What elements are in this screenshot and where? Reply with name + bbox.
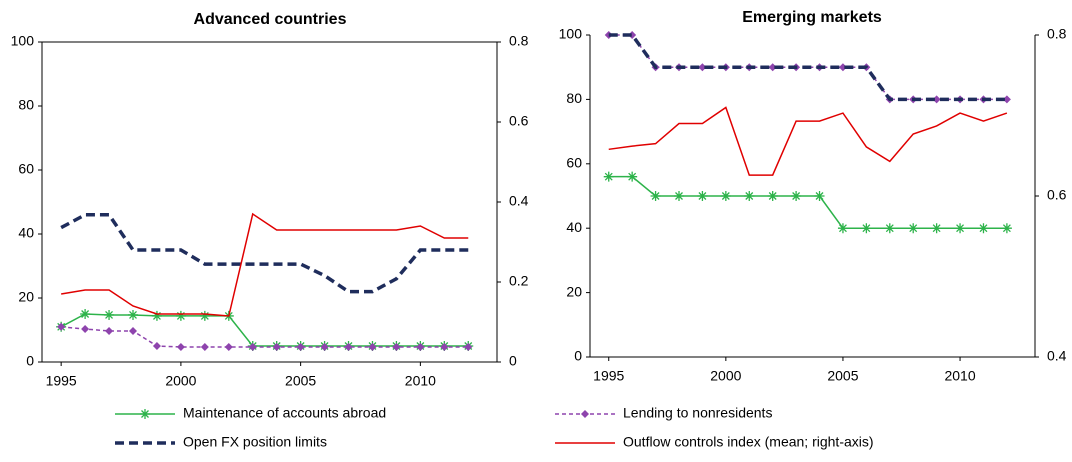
marker [272,342,281,351]
series-line [608,33,1007,102]
y2-tick-label: 0.2 [509,273,529,289]
series-line [61,212,469,317]
marker [104,309,115,320]
legend-marker [581,410,589,418]
marker [720,191,731,201]
series-line [61,326,469,348]
marker [931,223,942,234]
y2-tick-label: 0 [509,353,517,369]
marker [248,342,257,351]
marker [837,223,848,234]
marker [368,342,377,351]
marker [152,342,161,350]
marker [129,326,137,335]
y-tick-label: 100 [559,26,583,42]
marker [674,191,684,201]
x-tick-label: 1995 [593,368,624,384]
legend-label: Lending to nonresidents [623,405,772,421]
marker [955,223,966,234]
y-tick-label: 80 [18,97,34,113]
marker [627,171,638,182]
marker [224,342,233,351]
y-tick-label: 0 [574,348,582,364]
y-tick-label: 100 [11,33,35,49]
marker [838,63,847,72]
marker [320,342,329,351]
y-tick-label: 20 [18,289,34,305]
marker [296,342,305,351]
y2-tick-label: 0.4 [509,193,529,209]
marker [932,95,941,104]
x-tick-label: 2005 [827,368,858,384]
y2-tick-label: 0.6 [509,113,529,129]
marker [1002,95,1011,104]
marker [791,191,802,201]
y-tick-label: 20 [566,283,582,299]
legend-marker [140,409,150,419]
y-tick-label: 80 [566,90,582,106]
marker [603,171,614,182]
y-tick-label: 60 [18,161,34,177]
marker [200,342,209,351]
y2-tick-label: 0.8 [1047,26,1067,42]
y-tick-label: 60 [566,155,582,171]
marker [440,342,449,351]
marker [128,309,138,320]
marker [151,310,162,321]
x-tick-label: 2000 [165,373,196,389]
marker [650,191,661,201]
series-line [608,106,1008,176]
legend-label: Outflow controls index (mean; right-axis… [623,434,874,450]
marker [767,191,778,201]
marker [175,310,186,321]
y-tick-label: 40 [18,225,34,241]
y2-tick-label: 0.6 [1047,187,1067,203]
marker [464,342,473,351]
marker [814,191,825,201]
marker [416,342,425,351]
y-tick-label: 0 [26,353,34,369]
x-tick-label: 2000 [710,368,741,384]
y2-tick-label: 0.4 [1047,348,1067,364]
x-tick-label: 1995 [46,373,77,389]
series-line [60,213,469,294]
marker [861,223,872,234]
chart-title: Emerging markets [742,9,882,26]
legend-label: Open FX position limits [183,434,327,450]
marker [80,309,91,319]
y-tick-label: 40 [566,219,582,235]
x-tick-label: 2010 [405,373,436,389]
x-tick-label: 2010 [944,368,975,384]
marker [57,322,66,331]
series-line [608,175,1007,229]
marker [908,223,919,234]
chart-title: Advanced countries [194,11,347,28]
marker [978,223,989,234]
series-line [60,313,469,347]
marker [105,326,114,335]
marker [176,342,185,351]
legend-label: Maintenance of accounts abroad [183,405,386,421]
marker [744,191,755,201]
marker [768,63,777,72]
marker [628,31,637,39]
x-tick-label: 2005 [285,373,316,389]
marker [81,325,90,334]
marker [697,191,708,201]
y2-tick-label: 0.8 [509,33,529,49]
marker [344,342,353,351]
marker [698,63,707,72]
marker [1001,223,1012,234]
marker [199,310,210,321]
marker [392,342,401,351]
marker [884,223,895,234]
